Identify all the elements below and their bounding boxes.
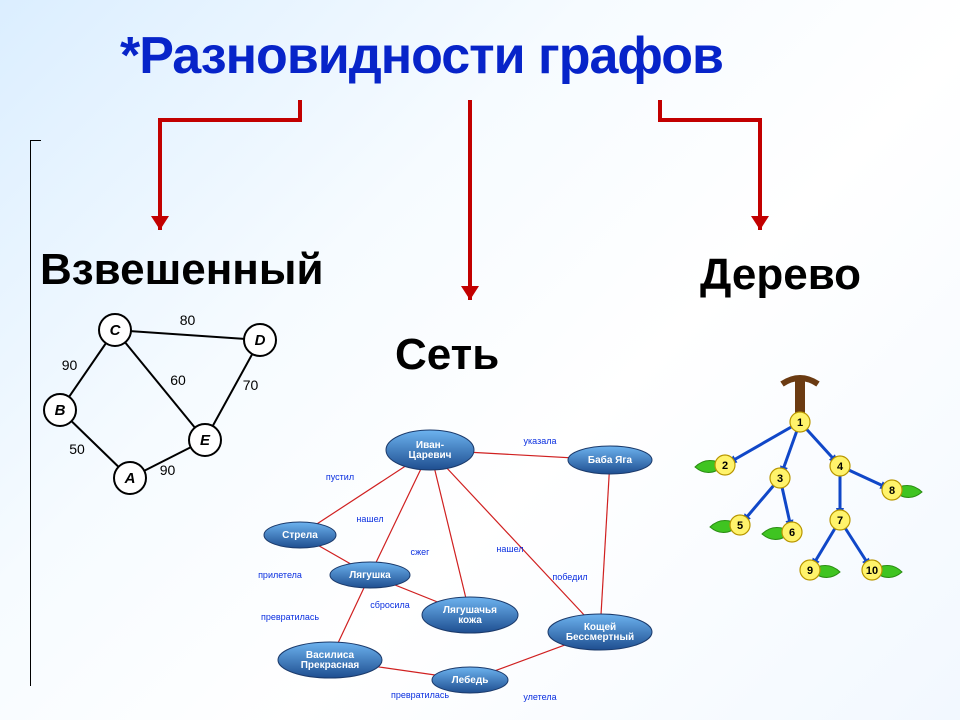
tree-edge	[725, 422, 800, 465]
tree-node-label: 8	[889, 485, 895, 497]
tree-node-label: 7	[837, 515, 843, 527]
tree-node-label: 9	[807, 565, 813, 577]
tree-graph: 1 2 3 4 5 6 7 8 9 10	[0, 0, 960, 720]
tree-node-label: 1	[797, 417, 803, 429]
tree-node-label: 4	[837, 461, 844, 473]
tree-node-label: 10	[866, 565, 878, 577]
tree-node-label: 6	[789, 527, 795, 539]
tree-node-label: 3	[777, 473, 783, 485]
tree-node-label: 2	[722, 460, 728, 472]
tree-node-label: 5	[737, 520, 743, 532]
